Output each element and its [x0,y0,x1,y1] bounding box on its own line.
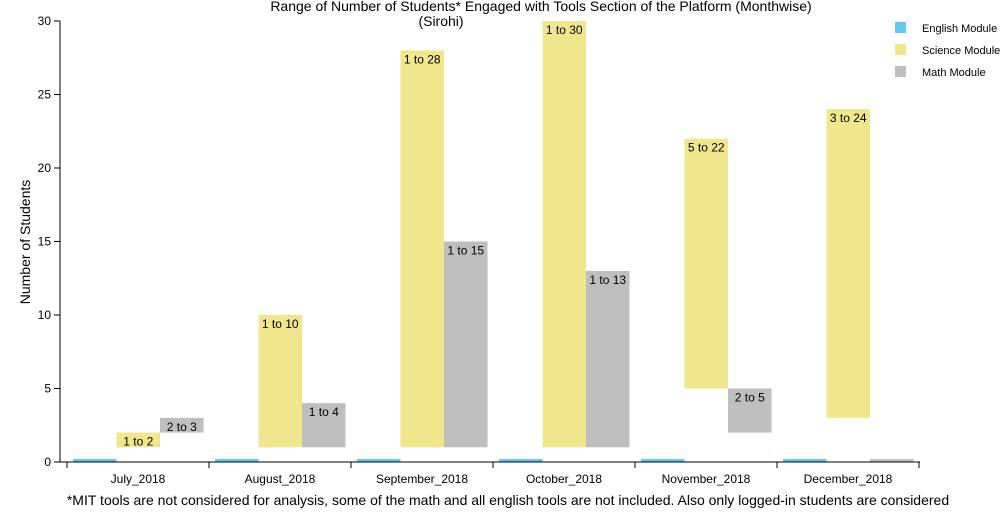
y-tick-label: 20 [38,161,52,175]
y-tick-label: 5 [44,382,51,396]
footnote: *MIT tools are not considered for analys… [67,492,949,508]
bar-label: 1 to 28 [404,52,441,66]
x-tick-label: December_2018 [804,472,893,486]
bar-english-module-july_2018 [73,459,117,462]
bar-english-module-october_2018 [499,459,543,462]
y-tick-label: 30 [38,14,52,28]
legend-swatch [895,22,906,33]
legend-swatch [895,44,906,55]
legend-entry: English Module [922,23,997,35]
bar-english-module-august_2018 [215,459,259,462]
bar-english-module-december_2018 [783,459,827,462]
bar-math-module-december_2018 [870,459,914,462]
bar-science-module-december_2018 [826,109,870,418]
x-tick-label: July_2018 [111,472,166,486]
legend-swatch [895,66,906,77]
legend: English Module Science Module Math Module [895,22,1000,79]
bar-science-module-july_2018 [116,432,160,448]
bar-english-module-november_2018 [641,459,685,462]
bar-math-module-october_2018 [586,270,630,448]
y-tick-label: 0 [44,455,51,469]
legend-entry: Science Module [922,45,1000,57]
bar-science-module-august_2018 [258,315,302,448]
bar-label: 1 to 10 [262,317,299,331]
bar-math-module-august_2018 [302,403,346,448]
bars-group: 1 to 2 1 to 10 1 to 28 1 to 30 5 to 22 3 to 2… [73,21,914,462]
x-tick-label: November_2018 [662,472,751,486]
chart-subtitle: (Sirohi) [418,13,463,29]
y-tick-label: 15 [38,235,52,249]
bar-label: 2 to 3 [167,420,197,434]
bar-science-module-november_2018 [684,138,728,389]
bar-math-module-july_2018 [160,417,204,433]
bar-math-module-november_2018 [728,388,772,433]
x-tick-label: September_2018 [376,472,468,486]
y-tick-label: 10 [38,308,52,322]
axes-group: 0 5 10 15 20 25 30 July_2018 August_2018 Septembe… [38,14,920,486]
bar-label: 1 to 2 [123,435,153,449]
bar-science-module-september_2018 [400,50,444,448]
y-axis-label: Number of Students [17,180,33,305]
legend-entry: Math Module [922,67,986,79]
bar-math-module-september_2018 [444,241,488,448]
chart-title: Range of Number of Students* Engaged wit… [270,0,811,14]
x-tick-label: August_2018 [245,472,316,486]
bar-label: 3 to 24 [830,111,867,125]
bar-label: 1 to 13 [589,273,626,287]
bar-label: 2 to 5 [735,391,765,405]
bar-english-module-september_2018 [357,459,401,462]
bar-label: 1 to 4 [309,405,339,419]
x-tick-label: October_2018 [526,472,602,486]
bar-science-module-october_2018 [542,21,586,448]
y-tick-label: 25 [38,88,52,102]
bar-label: 1 to 15 [447,244,484,258]
bar-label: 1 to 30 [546,23,583,37]
bar-label: 5 to 22 [688,141,725,155]
